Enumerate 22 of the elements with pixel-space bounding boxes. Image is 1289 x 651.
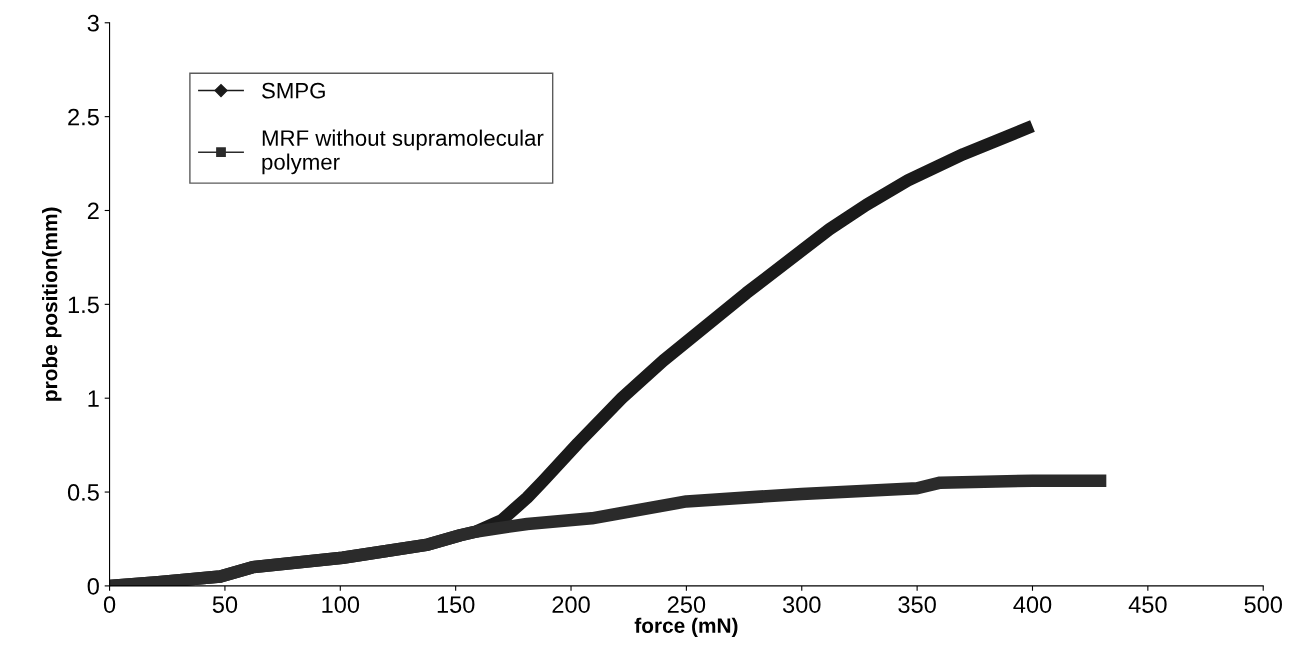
x-tick-label: 250 [667,596,706,613]
x-axis-title: force (mN) [634,617,738,638]
x-tick-label: 100 [322,596,360,613]
x-tick-label: 450 [1128,596,1167,613]
x-tick-label: 0 [103,596,116,613]
y-tick-label: 0.5 [67,484,99,501]
y-tick-label: 0 [87,577,99,595]
legend-label: SMPG [262,82,325,99]
x-tick-label: 300 [782,596,821,613]
y-tick-label: 2 [87,202,99,220]
x-tick-label: 150 [437,596,475,613]
x-tick-label: 50 [212,596,238,613]
y-tick-label: 1 [88,390,99,407]
y-tick-label: 1.5 [68,296,99,314]
x-tick-label: 400 [1013,596,1052,613]
x-tick-label: 500 [1244,596,1282,613]
y-tick-label: 3 [87,14,99,32]
y-axis-title: probe position(mm) [42,207,62,401]
legend-label: MRF without supramolecular polymer [262,129,544,175]
y-tick-label: 2.5 [68,108,99,126]
x-tick-label: 350 [898,596,936,613]
x-tick-label: 200 [552,596,590,613]
